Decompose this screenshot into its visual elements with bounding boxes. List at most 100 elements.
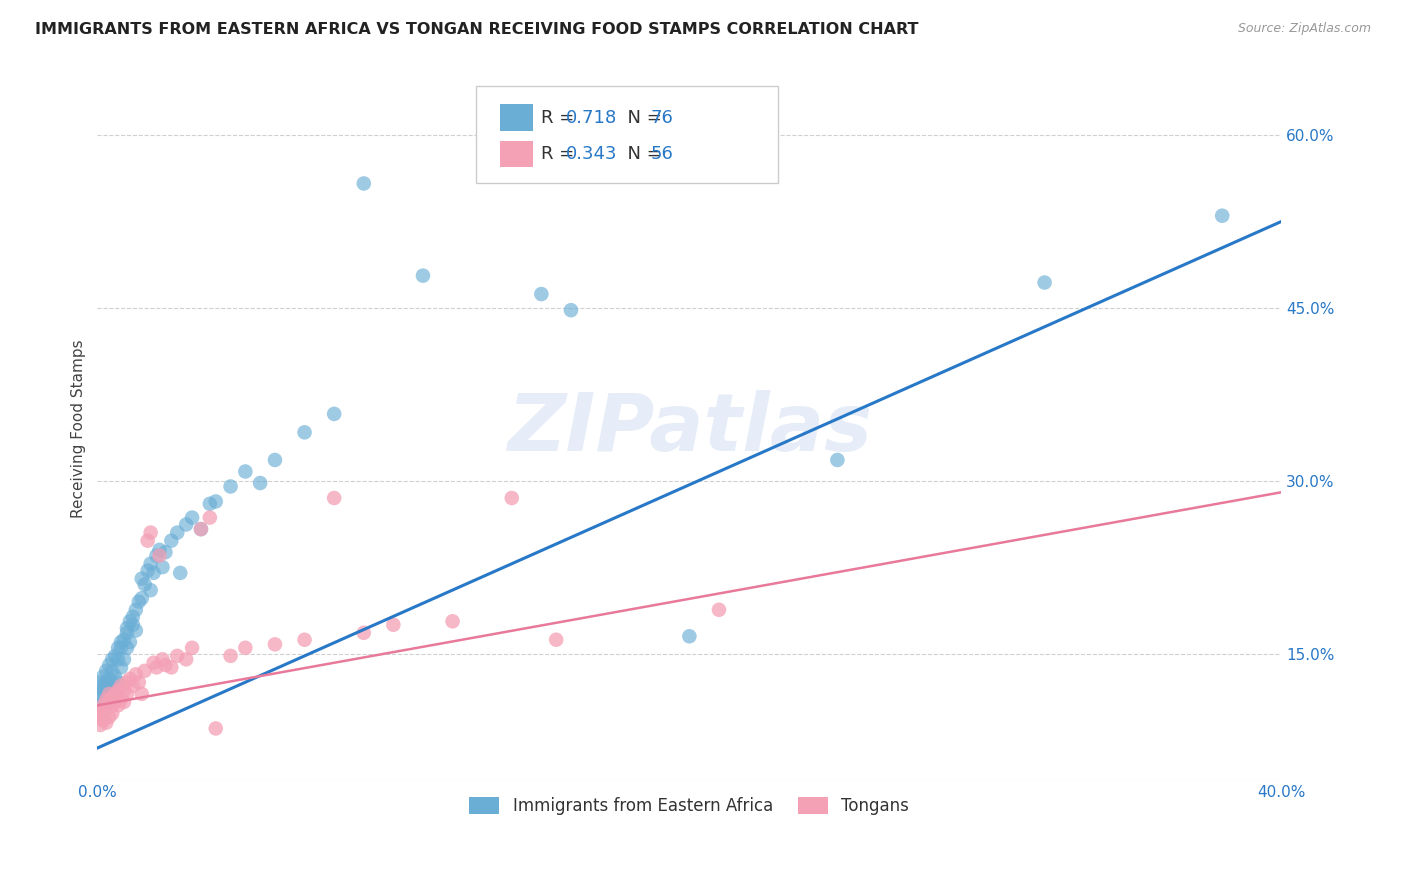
- Point: [128, 675, 150, 690]
- Point: [128, 595, 150, 609]
- Point: [125, 624, 148, 638]
- Text: Source: ZipAtlas.com: Source: ZipAtlas.com: [1237, 22, 1371, 36]
- Point: [98, 672, 121, 686]
- FancyBboxPatch shape: [501, 141, 533, 168]
- Point: [122, 609, 145, 624]
- Point: [89, 710, 111, 724]
- Point: [139, 583, 162, 598]
- Point: [136, 533, 159, 548]
- Point: [155, 658, 177, 673]
- Text: R =: R =: [541, 109, 581, 127]
- Point: [110, 640, 132, 655]
- Y-axis label: Receiving Food Stamps: Receiving Food Stamps: [72, 340, 86, 518]
- Point: [115, 621, 138, 635]
- Point: [412, 268, 434, 283]
- Point: [546, 632, 568, 647]
- Point: [441, 615, 464, 629]
- Point: [91, 683, 114, 698]
- Point: [104, 687, 127, 701]
- Point: [198, 510, 221, 524]
- Point: [530, 287, 553, 301]
- Point: [131, 572, 153, 586]
- Point: [174, 652, 197, 666]
- Point: [91, 679, 114, 693]
- Point: [96, 692, 118, 706]
- Point: [169, 566, 191, 580]
- Point: [98, 658, 121, 673]
- Point: [115, 687, 138, 701]
- Point: [204, 494, 226, 508]
- Point: [98, 695, 121, 709]
- Point: [89, 687, 111, 701]
- Point: [107, 652, 129, 666]
- Point: [136, 564, 159, 578]
- Point: [118, 615, 141, 629]
- Point: [101, 690, 124, 705]
- Point: [101, 681, 124, 695]
- Point: [707, 603, 730, 617]
- Point: [353, 625, 375, 640]
- Point: [104, 648, 127, 663]
- Point: [145, 549, 167, 563]
- Point: [152, 652, 174, 666]
- Point: [91, 698, 114, 713]
- Point: [382, 617, 405, 632]
- Point: [122, 617, 145, 632]
- Point: [96, 715, 118, 730]
- Point: [1033, 276, 1056, 290]
- Point: [139, 557, 162, 571]
- Point: [181, 640, 204, 655]
- Point: [98, 710, 121, 724]
- Point: [96, 681, 118, 695]
- Point: [104, 687, 127, 701]
- Point: [96, 692, 118, 706]
- Point: [89, 675, 111, 690]
- Point: [98, 683, 121, 698]
- Point: [219, 479, 242, 493]
- Point: [115, 625, 138, 640]
- Point: [131, 687, 153, 701]
- Text: R =: R =: [541, 145, 581, 163]
- Point: [264, 637, 287, 651]
- Text: 0.718: 0.718: [567, 109, 617, 127]
- Point: [294, 425, 316, 440]
- Point: [96, 675, 118, 690]
- Point: [96, 687, 118, 701]
- Point: [145, 660, 167, 674]
- Point: [294, 632, 316, 647]
- Point: [89, 704, 111, 718]
- Point: [115, 640, 138, 655]
- Point: [110, 692, 132, 706]
- Point: [110, 660, 132, 674]
- Point: [827, 453, 849, 467]
- Point: [148, 549, 170, 563]
- Point: [1211, 209, 1233, 223]
- Legend: Immigrants from Eastern Africa, Tongans: Immigrants from Eastern Africa, Tongans: [460, 787, 920, 825]
- Point: [101, 664, 124, 678]
- Point: [560, 303, 582, 318]
- Point: [235, 640, 257, 655]
- Point: [91, 690, 114, 705]
- Point: [89, 681, 111, 695]
- Point: [166, 525, 188, 540]
- Point: [501, 491, 523, 505]
- Point: [181, 510, 204, 524]
- Point: [166, 648, 188, 663]
- Point: [115, 675, 138, 690]
- Point: [219, 648, 242, 663]
- Point: [139, 525, 162, 540]
- Point: [678, 629, 700, 643]
- Point: [118, 635, 141, 649]
- Point: [118, 672, 141, 686]
- Point: [89, 698, 111, 713]
- Point: [190, 522, 212, 536]
- Point: [98, 695, 121, 709]
- Text: IMMIGRANTS FROM EASTERN AFRICA VS TONGAN RECEIVING FOOD STAMPS CORRELATION CHART: IMMIGRANTS FROM EASTERN AFRICA VS TONGAN…: [35, 22, 918, 37]
- Point: [112, 695, 135, 709]
- Point: [91, 706, 114, 721]
- Point: [101, 698, 124, 713]
- Point: [235, 465, 257, 479]
- Point: [155, 545, 177, 559]
- Text: ZIPatlas: ZIPatlas: [508, 390, 872, 468]
- Point: [112, 652, 135, 666]
